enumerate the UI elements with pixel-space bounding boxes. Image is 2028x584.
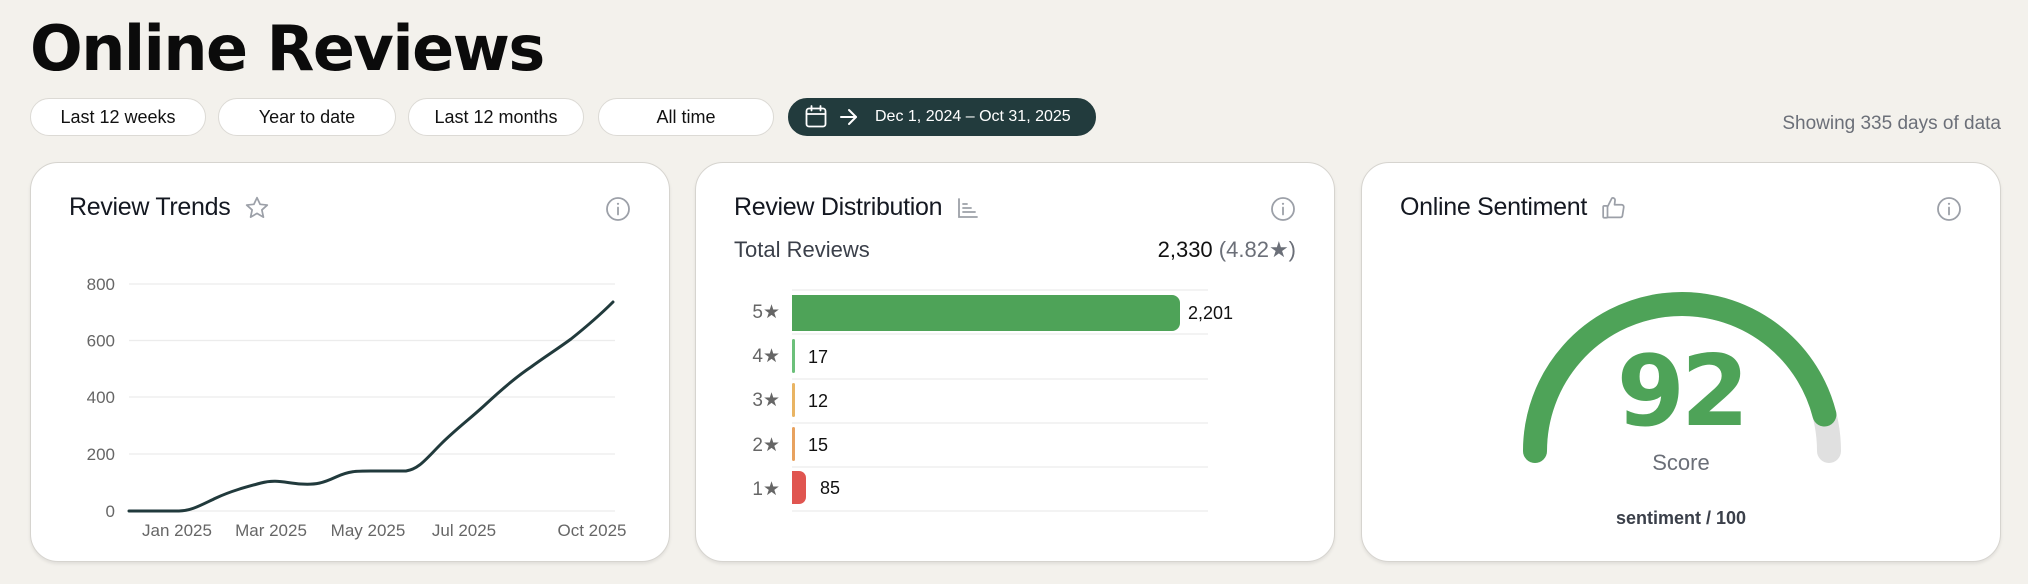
thumbs-up-icon: [1602, 196, 1625, 219]
y-tick-400: 400: [87, 388, 115, 407]
calendar-icon: [805, 105, 827, 128]
filter-year-to-date[interactable]: Year to date: [218, 98, 396, 136]
bar-1-star: [792, 471, 806, 504]
bar-4-star: [792, 339, 795, 373]
y-tick-200: 200: [87, 445, 115, 464]
page-title: Online Reviews: [30, 12, 545, 85]
filter-last-12-weeks[interactable]: Last 12 weeks: [30, 98, 206, 136]
rating-label-4: 4★: [752, 346, 780, 367]
bar-value-2: 15: [808, 435, 828, 455]
date-filter-bar: Last 12 weeks Year to date Last 12 month…: [30, 98, 1096, 136]
bar-value-3: 12: [808, 391, 828, 411]
review-distribution-header: Review Distribution: [734, 193, 980, 222]
bar-3-star: [792, 383, 795, 417]
online-sentiment-header: Online Sentiment: [1400, 193, 1627, 222]
online-sentiment-card: Online Sentiment 92 Score sentiment / 10…: [1361, 162, 2001, 562]
online-sentiment-title: Online Sentiment: [1400, 193, 1587, 221]
rating-label-2: 2★: [752, 435, 780, 456]
total-reviews-summary: 2,330 (4.82★): [1158, 237, 1296, 263]
review-distribution-card: Review Distribution Total Reviews 2,330 …: [695, 162, 1335, 562]
x-tick-mar-2025: Mar 2025: [235, 521, 307, 540]
review-trends-header: Review Trends: [69, 193, 270, 222]
gauge-fill: [1523, 292, 1837, 463]
y-tick-600: 600: [87, 332, 115, 351]
review-trends-card: Review Trends 800 600 400 200 0 Jan 2025…: [30, 162, 670, 562]
total-reviews-label: Total Reviews: [734, 237, 870, 262]
sentiment-score-label: Score: [1652, 450, 1710, 475]
arrow-right-icon: [840, 109, 857, 125]
x-tick-may-2025: May 2025: [331, 521, 406, 540]
sentiment-scale-label: sentiment / 100: [1615, 508, 1747, 528]
bar-2-star: [792, 427, 795, 461]
review-trends-line-chart: 800 600 400 200 0 Jan 2025 Mar 2025 May …: [87, 275, 627, 540]
star-outline-icon: [246, 196, 269, 218]
data-coverage-note: Showing 335 days of data: [1782, 113, 2001, 134]
total-reviews-row: Total Reviews 2,330 (4.82★): [734, 237, 1296, 263]
review-trends-title: Review Trends: [69, 193, 231, 221]
bar-value-4: 17: [808, 347, 828, 367]
average-rating: (4.82★): [1218, 237, 1296, 262]
date-range-label: Dec 1, 2024 – Oct 31, 2025: [875, 108, 1071, 125]
rating-label-5: 5★: [752, 302, 780, 323]
sentiment-gauge: [1523, 292, 1841, 463]
bar-chart-icon: [958, 197, 979, 218]
bar-value-5: 2,201: [1188, 303, 1233, 323]
total-reviews-value: 2,330: [1157, 237, 1213, 262]
x-tick-jul-2025: Jul 2025: [432, 521, 496, 540]
info-icon[interactable]: [605, 196, 631, 222]
y-tick-800: 800: [87, 275, 115, 294]
bar-5-star: [792, 295, 1180, 331]
y-tick-0: 0: [106, 502, 115, 521]
x-tick-oct-2025: Oct 2025: [558, 521, 627, 540]
info-icon[interactable]: [1936, 196, 1962, 222]
x-tick-jan-2025: Jan 2025: [142, 521, 212, 540]
info-icon[interactable]: [1270, 196, 1296, 222]
review-distribution-title: Review Distribution: [734, 193, 943, 221]
filter-all-time[interactable]: All time: [598, 98, 774, 136]
rating-label-1: 1★: [752, 479, 780, 500]
trend-line: [127, 300, 615, 513]
review-distribution-bar-chart: 5★ 4★ 3★ 2★ 1★ 2,201 17 12 15 85: [752, 289, 1233, 512]
rating-label-3: 3★: [752, 390, 780, 411]
filter-last-12-months[interactable]: Last 12 months: [408, 98, 584, 136]
sentiment-score: 92: [1616, 335, 1749, 449]
bar-value-1: 85: [820, 478, 840, 498]
date-range-picker[interactable]: Dec 1, 2024 – Oct 31, 2025: [788, 98, 1096, 136]
